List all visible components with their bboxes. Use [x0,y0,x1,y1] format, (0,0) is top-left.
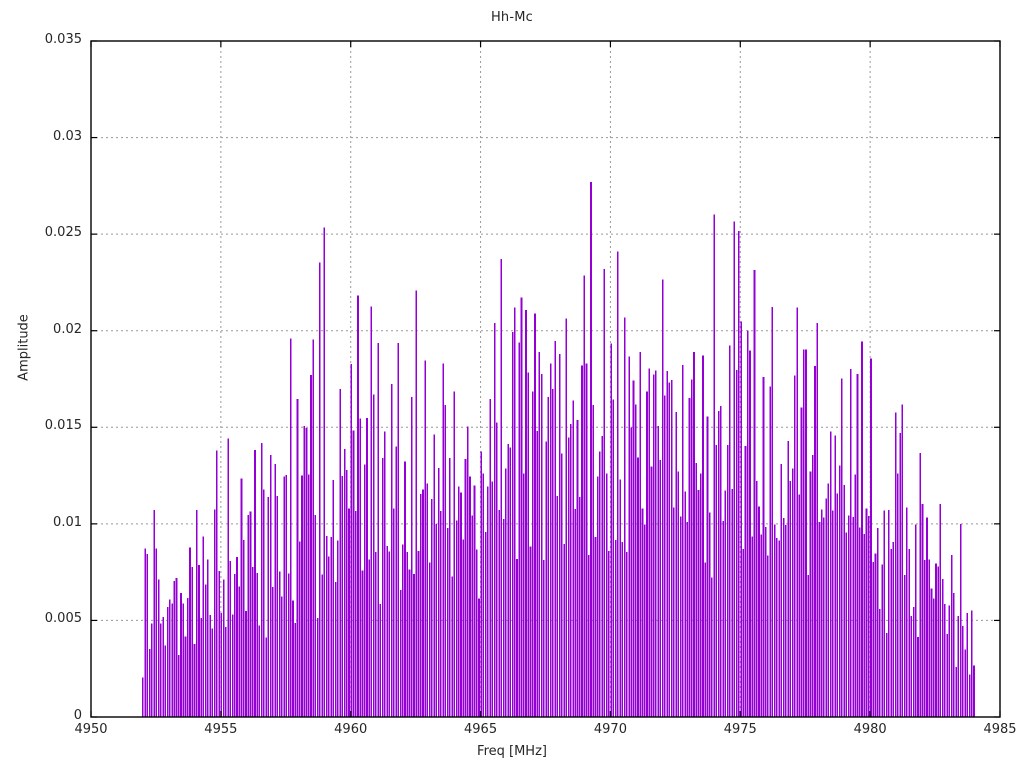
y-tick-label: 0 [73,708,82,723]
grid-lines [91,41,1000,717]
y-tick-label: 0.015 [44,418,82,434]
x-tick-label: 4975 [723,722,757,737]
y-tick-label: 0.025 [44,225,82,241]
x-tick-label: 4955 [204,722,238,737]
data-series-impulses [142,182,975,717]
x-tick-label: 4960 [334,722,368,737]
x-tick-label: 4980 [853,722,887,737]
x-axis-label: Freq [MHz] [477,744,547,759]
x-tick-label: 4970 [593,722,627,737]
x-tick-label: 4985 [983,722,1017,737]
chart-title: Hh-Mc [490,10,534,25]
y-tick-label: 0.03 [53,128,82,144]
y-tick-label: 0.01 [53,514,82,530]
x-tick-label: 4950 [74,722,108,737]
y-tick-label: 0.035 [44,32,82,47]
plot-frame [90,40,1001,718]
x-tick-label: 4965 [464,722,498,737]
y-tick-label: 0.005 [44,611,82,627]
y-tick-label: 0.02 [53,321,82,337]
